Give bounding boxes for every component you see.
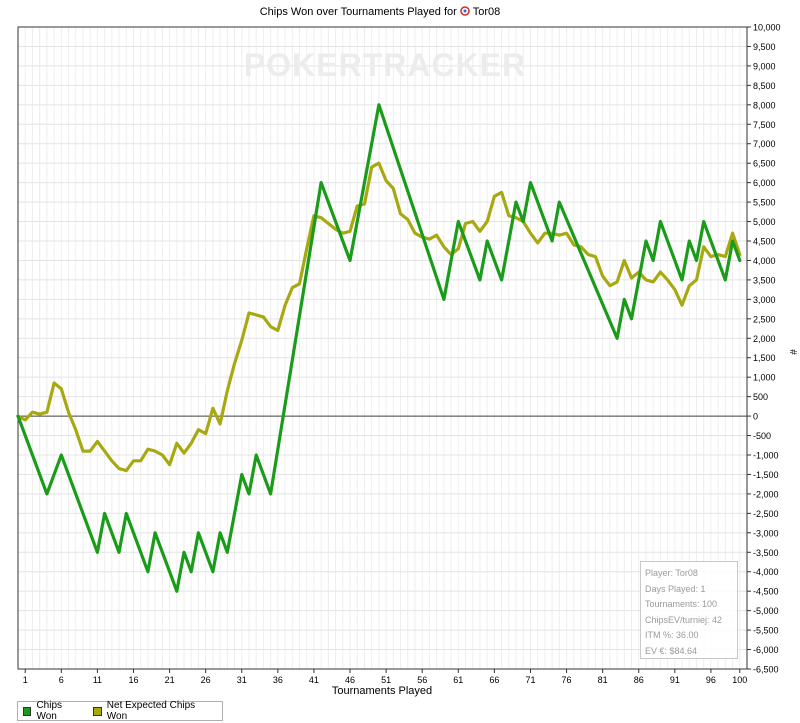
stat-tournaments: Tournaments: 100 — [645, 599, 718, 609]
legend-item-chips-won[interactable]: Chips Won — [23, 700, 81, 722]
legend-label-net-expected: Net Expected Chips Won — [106, 700, 196, 722]
y-tick-label: 0 — [753, 412, 758, 422]
stat-itm: ITM %: 36.00 — [645, 630, 699, 640]
x-tick-label: 16 — [128, 675, 138, 685]
x-tick-label: 46 — [345, 675, 355, 685]
y-tick-label: -2,500 — [753, 509, 779, 519]
x-tick-label: 26 — [201, 675, 211, 685]
watermark-text: POKERTRACKER — [244, 47, 526, 83]
y-tick-label: -3,000 — [753, 528, 779, 538]
y-tick-label: -1,000 — [753, 451, 779, 461]
series-line-net-expected — [16, 161, 742, 473]
y-tick-label: -1,500 — [753, 470, 779, 480]
y-tick-label: -500 — [753, 431, 771, 441]
y-tick-label: -5,000 — [753, 606, 779, 616]
y-tick-label: 1,000 — [753, 373, 776, 383]
x-tick-label: 81 — [598, 675, 608, 685]
y-tick-label: -3,500 — [753, 548, 779, 558]
series-line-chips-won — [16, 103, 742, 593]
chart-title-text: Chips Won over Tournaments Played for — [259, 6, 457, 18]
x-tick-label: 21 — [165, 675, 175, 685]
y-tick-label: 6,500 — [753, 159, 776, 169]
y-tick-label: 5,500 — [753, 198, 776, 208]
y-tick-label: -6,000 — [753, 645, 779, 655]
stat-days-played: Days Played: 1 — [645, 583, 706, 594]
chart-legend: Chips Won Net Expected Chips Won — [17, 700, 223, 722]
x-tick-label: 11 — [93, 675, 102, 685]
series-lines — [16, 103, 742, 593]
y-tick-label: 9,000 — [753, 61, 776, 71]
y-tick-label: 2,000 — [753, 334, 776, 344]
player-stats-box: Player: Tor08 Days Played: 1 Tournaments… — [640, 561, 738, 659]
x-tick-label: 66 — [489, 675, 499, 685]
grid-lines — [18, 26, 747, 670]
x-tick-label: 76 — [562, 675, 572, 685]
y-tick-label: 3,500 — [753, 275, 776, 285]
x-tick-label: 1 — [23, 675, 28, 685]
y-tick-label: 9,500 — [753, 42, 776, 52]
x-tick-label: 31 — [237, 675, 247, 685]
x-tick-label: 96 — [706, 675, 716, 685]
y-tick-label: 10,000 — [753, 23, 781, 33]
legend-item-net-expected[interactable]: Net Expected Chips Won — [93, 700, 210, 722]
x-tick-label: 51 — [381, 675, 391, 685]
y-tick-label: -5,500 — [753, 626, 779, 636]
y-tick-label: 3,000 — [753, 295, 776, 305]
y-tick-label: 1,500 — [753, 353, 776, 363]
x-tick-label: 36 — [273, 675, 283, 685]
poker-chip-icon — [460, 6, 470, 16]
x-axis-ticks: 1 6 11 16 21 26 31 36 41 46 51 56 61 66 71 76 81 86 91 96 10… — [23, 669, 747, 685]
y-tick-label: 2,500 — [753, 314, 776, 324]
x-tick-label: 100 — [732, 675, 747, 685]
y-tick-label: 7,500 — [753, 120, 776, 130]
y-tick-label: -4,000 — [753, 567, 779, 577]
x-tick-label: 41 — [309, 675, 319, 685]
stat-player: Player: Tor08 — [645, 568, 698, 578]
chart-title-player: Tor08 — [472, 6, 501, 18]
y-tick-label: 5,000 — [753, 217, 776, 227]
legend-swatch-chips-won — [23, 706, 32, 716]
y-tick-label: 6,000 — [753, 178, 776, 188]
y-axis-ticks: 10,000 9,500 9,000 8,500 8,000 7,500 7,000 6,50… — [747, 23, 781, 675]
plot-frame — [17, 26, 748, 670]
y-tick-label: 8,500 — [753, 81, 776, 91]
x-tick-label: 91 — [670, 675, 680, 685]
legend-label-chips-won: Chips Won — [36, 700, 63, 722]
x-tick-label: 56 — [417, 675, 427, 685]
x-tick-label: 71 — [525, 675, 535, 685]
y-tick-label: 500 — [753, 392, 768, 402]
y-tick-label: 8,000 — [753, 100, 776, 110]
x-tick-label: 6 — [59, 675, 64, 685]
y-tick-label: -2,000 — [753, 489, 779, 499]
y-tick-label: 4,500 — [753, 237, 776, 247]
chart-title: Chips Won over Tournaments Played for To… — [0, 6, 760, 18]
legend-swatch-net-expected — [93, 706, 102, 716]
y-tick-label: -6,500 — [753, 665, 779, 675]
x-axis-label: Tournaments Played — [332, 685, 432, 697]
x-tick-label: 61 — [453, 675, 463, 685]
y-tick-label: -4,500 — [753, 587, 779, 597]
stat-chipsev: ChipsEV/turniej: 42 — [645, 614, 723, 625]
x-tick-label: 86 — [634, 675, 644, 685]
y-axis-label: # — [787, 349, 798, 355]
stat-ev: EV €: $84.64 — [645, 645, 698, 656]
y-tick-label: 4,000 — [753, 256, 776, 266]
y-tick-label: 7,000 — [753, 139, 776, 149]
